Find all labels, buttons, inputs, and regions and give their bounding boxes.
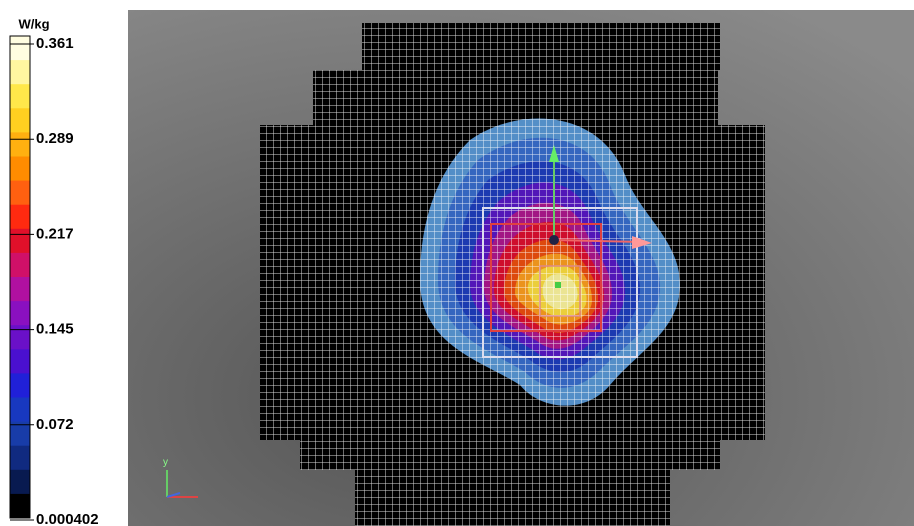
colorbar-step <box>10 373 30 398</box>
colorbar-step <box>10 84 30 109</box>
page: y W/kg 0.361 0.289 0.217 0.145 0.072 0.000402… <box>0 0 914 526</box>
colorbar-label: 0.217 <box>36 225 74 242</box>
colorbar: 0.361 0.289 0.217 0.145 0.072 0.000402 <box>10 35 99 526</box>
screen: y W/kg 0.361 0.289 0.217 0.145 0.072 0.000402 <box>0 0 914 526</box>
colorbar-step <box>10 108 30 133</box>
colorbar-step <box>10 277 30 302</box>
colorbar-step <box>10 60 30 85</box>
colorbar-step <box>10 325 30 350</box>
colorbar-unit: W/kg <box>18 16 49 31</box>
colorbar-step <box>10 446 30 471</box>
origin-marker <box>549 235 559 245</box>
colorbar-label: 0.289 <box>36 130 74 147</box>
colorbar-step <box>10 36 30 61</box>
colorbar-label: 0.072 <box>36 416 74 433</box>
colorbar-label: 0.000402 <box>36 511 99 526</box>
triad-label: y <box>163 457 168 468</box>
colorbar-step <box>10 205 30 230</box>
colorbar-label: 0.145 <box>36 321 74 338</box>
colorbar-step <box>10 253 30 278</box>
colorbar-step <box>10 349 30 374</box>
colorbar-step <box>10 470 30 495</box>
colorbar-step <box>10 398 30 423</box>
colorbar-step <box>10 181 30 206</box>
colorbar-step <box>10 157 30 182</box>
mesh-grid <box>250 20 770 526</box>
colorbar-step <box>10 132 30 157</box>
mesh <box>250 20 770 526</box>
colorbar-label: 0.361 <box>36 35 74 52</box>
colorbar-step <box>10 301 30 326</box>
peak-marker <box>555 282 561 288</box>
colorbar-step <box>10 229 30 254</box>
colorbar-step <box>10 494 30 519</box>
